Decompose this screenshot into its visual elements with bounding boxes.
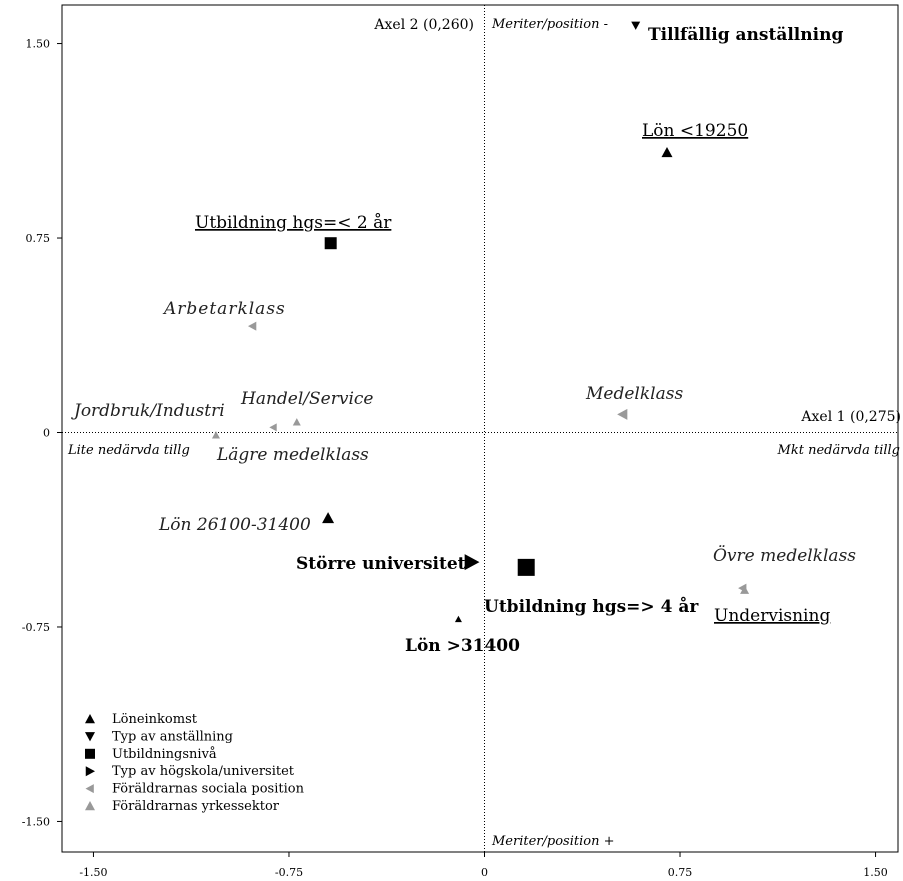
x-tick-label: 1.50 — [863, 866, 888, 879]
data-point — [322, 512, 335, 524]
point-label-utb-2ar: Utbildning hgs=< 2 år — [195, 213, 392, 233]
point-label-jordbruk: Jordbruk/Industri — [71, 401, 225, 421]
legend-label: Föräldrarnas sociala position — [112, 782, 305, 797]
point-label-medelklass: Medelklass — [585, 384, 683, 404]
data-point — [454, 615, 462, 623]
x-tick-label: -0.75 — [275, 866, 303, 879]
point-label-ovre-medelklass: Övre medelklass — [713, 545, 856, 566]
pole-label-top: Meriter/position - — [491, 17, 608, 32]
x-tick-label: -1.50 — [79, 866, 107, 879]
pole-label-left: Lite nedärvda tillg — [67, 443, 190, 458]
point-label-lon-under-19250: Lön <19250 — [642, 121, 748, 141]
point-label-lon-over-31400: Lön >31400 — [405, 636, 520, 656]
data-point — [631, 21, 641, 30]
legend-marker — [85, 748, 95, 759]
axis2-label: Axel 2 (0,260) — [373, 17, 474, 33]
data-point — [292, 418, 301, 426]
point-label-arbetarklass: Arbetarklass — [162, 299, 286, 319]
data-point — [661, 146, 673, 158]
data-point — [247, 321, 257, 331]
legend-marker — [85, 801, 95, 811]
legend-label: Typ av anställning — [112, 729, 233, 744]
pole-label-right: Mkt nedärvda tillg — [777, 443, 900, 458]
legend-marker — [85, 714, 95, 724]
legend-label: Löneinkomst — [112, 712, 198, 727]
axis1-label: Axel 1 (0,275) — [800, 409, 901, 425]
pole-label-bottom: Meriter/position + — [491, 834, 614, 849]
data-point — [740, 585, 750, 594]
legend-label: Typ av högskola/universitet — [112, 764, 295, 779]
data-point — [517, 558, 535, 576]
y-tick-label: -0.75 — [22, 621, 50, 634]
y-tick-label: 0.75 — [26, 232, 51, 245]
legend-marker — [85, 732, 95, 742]
legend: Löneinkomst Typ av anställning Utbildnings… — [85, 712, 305, 814]
legend-label: Utbildningsnivå — [112, 746, 217, 762]
legend-label: Föräldrarnas yrkessektor — [112, 799, 280, 814]
data-point — [324, 237, 337, 250]
point-label-utb-4ar: Utbildning hgs=> 4 år — [484, 596, 699, 617]
data-point — [617, 408, 628, 420]
x-tick-label: 0.75 — [668, 866, 693, 879]
x-tick-label: 0 — [481, 866, 488, 879]
point-label-lagre-medelklass: Lägre medelklass — [216, 445, 369, 465]
point-label-handel: Handel/Service — [240, 389, 373, 409]
point-label-storre-universitet: Större universitet — [296, 554, 466, 574]
plot-frame — [61, 4, 899, 853]
point-label-lon-26100: Lön 26100-31400 — [158, 515, 311, 535]
point-label-tillfallig: Tillfällig anställning — [648, 25, 843, 45]
y-tick-label: 1.50 — [26, 38, 51, 51]
data-point — [211, 431, 220, 439]
data-point — [464, 554, 480, 571]
data-point — [269, 423, 277, 432]
y-tick-label: -1.50 — [22, 815, 50, 828]
legend-marker — [85, 766, 95, 777]
point-label-undervisning: Undervisning — [714, 606, 830, 626]
y-tick-label: 0 — [43, 427, 50, 440]
legend-marker — [85, 784, 94, 794]
